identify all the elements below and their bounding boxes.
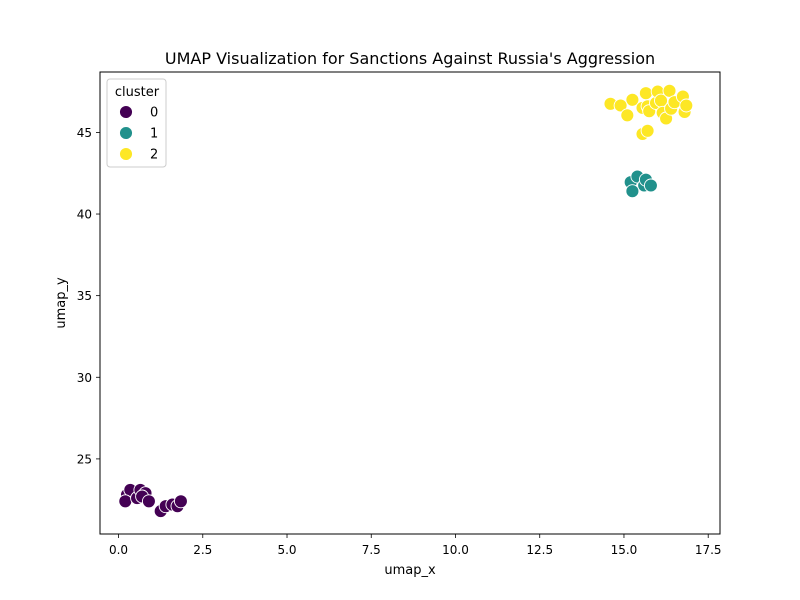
legend-label-cluster-2: 2 [150,148,158,163]
legend-marker-cluster-0 [119,105,133,119]
y-axis: 25 30 35 40 45 [77,126,100,466]
y-tick-label: 40 [77,208,92,222]
data-point-cluster-0 [141,494,156,509]
x-tick-label: 10.0 [442,543,469,557]
y-axis-label: umap_y [54,277,69,329]
legend: cluster 0 1 2 [106,78,167,168]
x-tick-label: 17.5 [695,543,722,557]
legend-items: 0 1 2 [119,105,158,163]
legend-title: cluster [115,85,160,100]
y-tick-label: 35 [77,289,92,303]
points-layer [118,83,694,519]
x-tick-label: 15.0 [611,543,638,557]
plot-frame [99,71,721,535]
data-point-cluster-1 [625,184,640,199]
data-point-cluster-0 [173,494,188,509]
data-point-cluster-2 [640,123,655,138]
x-axis-label: umap_x [384,563,436,578]
legend-label-cluster-1: 1 [150,127,158,142]
y-tick-label: 45 [77,126,92,140]
data-point-cluster-1 [643,178,658,193]
x-tick-label: 0.0 [109,543,128,557]
legend-marker-cluster-1 [119,126,133,140]
chart-title: UMAP Visualization for Sanctions Against… [165,49,655,68]
data-point-cluster-0 [118,494,133,509]
data-point-cluster-2 [625,92,640,107]
data-point-cluster-2 [638,86,653,101]
x-tick-label: 7.5 [362,543,381,557]
y-tick-label: 25 [77,452,92,466]
x-axis: 0.0 2.5 5.0 7.5 10.0 12.5 15.0 17.5 [109,534,722,557]
y-tick-label: 30 [77,371,92,385]
x-tick-label: 2.5 [193,543,212,557]
data-point-cluster-2 [662,83,677,98]
legend-label-cluster-0: 0 [150,106,158,121]
legend-box [106,78,167,168]
data-point-cluster-2 [620,108,635,123]
data-point-cluster-2 [679,98,694,113]
x-tick-label: 12.5 [526,543,553,557]
data-point-cluster-2 [613,98,628,113]
x-tick-label: 5.0 [277,543,296,557]
legend-marker-cluster-2 [119,147,133,161]
